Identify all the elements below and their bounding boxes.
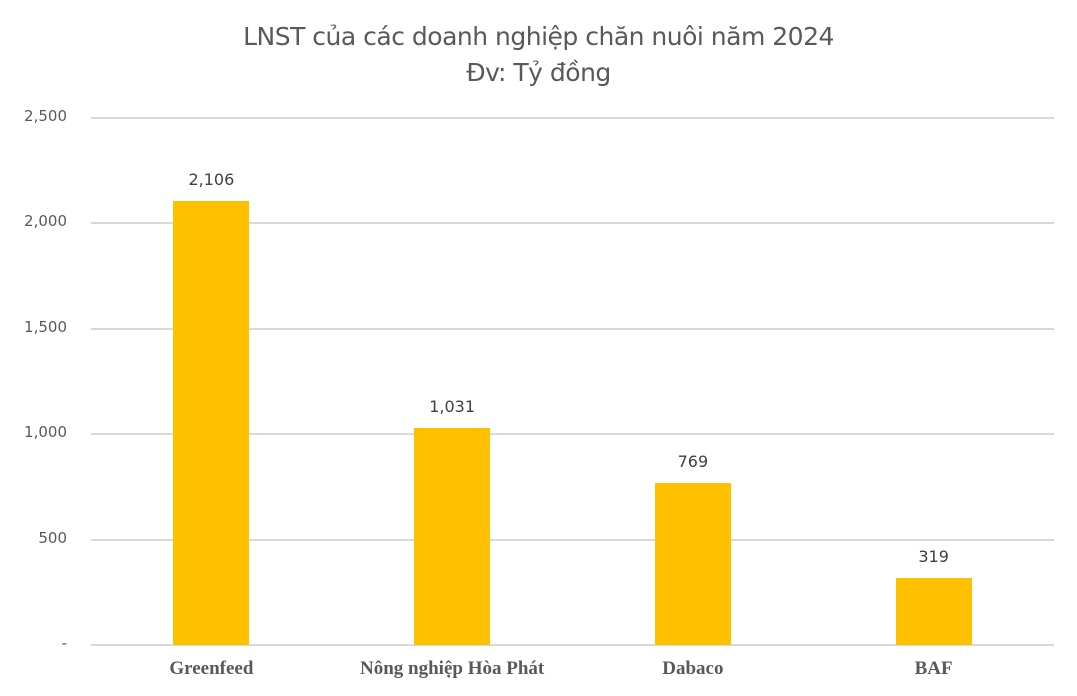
bar <box>414 427 491 645</box>
gridline <box>91 117 1054 119</box>
bar <box>654 482 731 645</box>
data-label: 769 <box>677 451 709 471</box>
x-axis-category-label: BAF <box>914 658 953 679</box>
gridline <box>91 538 1054 541</box>
y-axis-tick-label: 2,000 <box>24 212 67 231</box>
y-axis-tick-label: 500 <box>38 528 67 547</box>
y-axis-tick-label: 2,500 <box>24 107 67 125</box>
data-label: 319 <box>918 546 949 566</box>
gridline <box>91 644 1054 646</box>
bar <box>895 577 972 645</box>
gridline <box>91 327 1054 330</box>
y-axis-tick-label: - <box>61 634 67 652</box>
data-label: 2,106 <box>188 170 235 190</box>
x-axis-category-label: Nông nghiệp Hòa Phát <box>360 658 545 679</box>
y-axis-tick-label: 1,000 <box>24 423 67 442</box>
y-axis-tick-label: 1,500 <box>24 317 67 336</box>
gridline <box>91 222 1054 225</box>
x-axis-category-label: Greenfeed <box>169 658 254 679</box>
bar <box>173 201 250 645</box>
chart-title: LNST của các doanh nghiệp chăn nuôi năm … <box>243 22 834 51</box>
x-axis-category-label: Dabaco <box>662 658 724 679</box>
data-label: 1,031 <box>429 396 476 416</box>
chart-subtitle-unit: Đv: Tỷ đồng <box>466 58 611 87</box>
gridline <box>91 433 1054 436</box>
